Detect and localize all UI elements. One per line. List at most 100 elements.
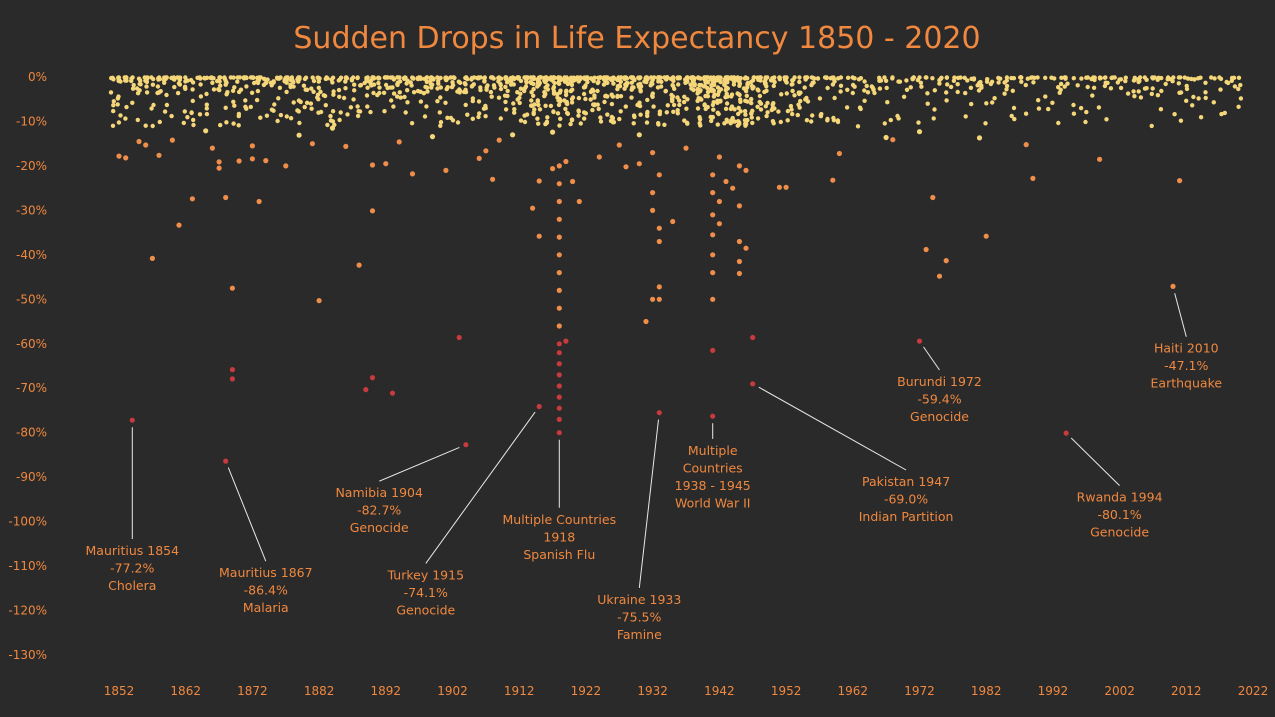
minor-drop-dot bbox=[172, 84, 177, 90]
drop-point bbox=[229, 285, 235, 291]
minor-drop-dot bbox=[337, 117, 342, 123]
drop-point bbox=[149, 255, 155, 261]
minor-drop-dot bbox=[1196, 96, 1201, 101]
minor-drop-dot bbox=[984, 101, 989, 106]
minor-drop-dot bbox=[969, 101, 974, 107]
minor-drop-dot bbox=[190, 80, 196, 85]
minor-drop-dot bbox=[729, 94, 734, 99]
drop-point bbox=[736, 203, 743, 209]
minor-drop-dot bbox=[481, 106, 487, 111]
minor-drop-dot bbox=[235, 75, 240, 80]
minor-drop-dot bbox=[524, 79, 529, 84]
minor-drop-dot bbox=[776, 109, 781, 114]
drop-point bbox=[750, 334, 756, 341]
minor-drop-dot bbox=[1125, 91, 1131, 96]
minor-drop-dot bbox=[298, 99, 303, 105]
minor-drop-dot bbox=[1115, 80, 1121, 85]
minor-drop-dot bbox=[819, 111, 824, 117]
minor-drop-dot bbox=[684, 75, 690, 80]
minor-drop-dot bbox=[810, 113, 815, 118]
minor-drop-dot bbox=[765, 110, 770, 115]
minor-drop-dot bbox=[558, 88, 563, 93]
minor-drop-dot bbox=[570, 87, 575, 92]
minor-drop-dot bbox=[274, 75, 280, 80]
minor-drop-dot bbox=[150, 123, 155, 129]
minor-drop-dot bbox=[1084, 109, 1089, 115]
drop-point bbox=[836, 150, 843, 157]
chart-title: Sudden Drops in Life Expectancy 1850 - 2… bbox=[293, 21, 980, 56]
minor-drop-dot bbox=[1065, 81, 1070, 86]
minor-drop-dot bbox=[1191, 94, 1196, 100]
minor-drop-dot bbox=[671, 83, 676, 89]
drop-point bbox=[556, 394, 562, 400]
minor-drop-dot bbox=[217, 75, 222, 80]
drop-point bbox=[710, 232, 716, 238]
minor-drop-dot bbox=[238, 87, 244, 92]
minor-drop-dot bbox=[790, 111, 795, 117]
minor-drop-dot bbox=[702, 75, 707, 80]
annotation-text: -75.5% bbox=[617, 609, 661, 624]
minor-drop-dot bbox=[352, 88, 357, 93]
drop-point bbox=[389, 390, 396, 396]
drop-point bbox=[550, 166, 556, 172]
minor-drop-dot bbox=[890, 76, 895, 81]
minor-drop-dot bbox=[743, 112, 748, 117]
minor-drop-dot bbox=[351, 97, 356, 102]
minor-drop-dot bbox=[792, 75, 797, 80]
minor-drop-dot bbox=[611, 81, 616, 86]
minor-drop-dot bbox=[952, 75, 957, 80]
minor-drop-dot bbox=[910, 76, 915, 81]
minor-drop-dot bbox=[677, 102, 682, 108]
drop-point bbox=[656, 410, 662, 416]
minor-drop-dot bbox=[1071, 102, 1076, 108]
minor-drop-dot bbox=[512, 110, 517, 115]
minor-drop-dot bbox=[518, 91, 523, 97]
minor-drop-dot bbox=[465, 76, 470, 82]
minor-drop-dot bbox=[592, 95, 597, 100]
drop-point bbox=[650, 296, 656, 302]
minor-drop-dot bbox=[1063, 76, 1068, 81]
minor-drop-dot bbox=[1178, 118, 1184, 123]
minor-drop-dot bbox=[389, 98, 394, 103]
drop-point bbox=[650, 207, 656, 213]
minor-drop-dot bbox=[397, 75, 402, 80]
minor-drop-dot bbox=[1010, 88, 1015, 94]
drop-point bbox=[530, 205, 536, 211]
minor-drop-dot bbox=[665, 103, 670, 108]
x-tick-label: 2002 bbox=[1104, 684, 1135, 698]
minor-drop-dot bbox=[582, 116, 587, 121]
drop-point bbox=[116, 153, 122, 159]
minor-drop-dot bbox=[251, 80, 257, 86]
minor-drop-dot bbox=[785, 108, 791, 114]
minor-drop-dot bbox=[1096, 105, 1102, 110]
minor-drop-dot bbox=[323, 76, 328, 82]
y-tick-label: -100% bbox=[8, 515, 47, 529]
minor-drop-dot bbox=[368, 78, 374, 83]
minor-drop-dot bbox=[596, 106, 601, 112]
minor-drop-dot bbox=[1149, 123, 1154, 129]
drop-point bbox=[570, 178, 576, 185]
minor-drop-dot bbox=[543, 103, 548, 109]
minor-drop-dot bbox=[235, 79, 240, 84]
minor-drop-dot bbox=[529, 90, 534, 95]
minor-drop-dot bbox=[631, 113, 637, 118]
annotation-mauritius-1867: Mauritius 1867 -86.4% Malaria bbox=[219, 565, 313, 615]
minor-drop-dot bbox=[731, 82, 737, 87]
drop-point bbox=[890, 137, 896, 143]
minor-drop-dot bbox=[328, 113, 333, 119]
drop-point bbox=[429, 134, 436, 140]
minor-drop-dot bbox=[535, 98, 540, 103]
minor-drop-dot bbox=[542, 78, 548, 84]
minor-drop-dot bbox=[532, 107, 537, 112]
drop-point bbox=[710, 252, 716, 258]
minor-drop-dot bbox=[130, 100, 135, 106]
minor-drop-dot bbox=[518, 118, 524, 123]
minor-drop-dot bbox=[264, 113, 270, 118]
minor-drop-dot bbox=[1031, 80, 1036, 85]
minor-drop-dot bbox=[792, 93, 797, 98]
minor-drop-dot bbox=[1163, 81, 1168, 87]
minor-drop-dot bbox=[669, 96, 675, 101]
minor-drop-dot bbox=[277, 85, 283, 91]
minor-drop-dot bbox=[241, 76, 247, 81]
